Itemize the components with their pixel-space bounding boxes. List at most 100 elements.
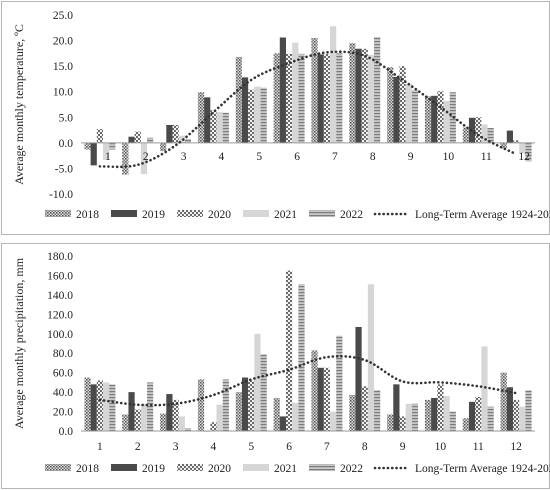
bar-2021-m11 (481, 346, 488, 431)
bar-2021-m2 (140, 403, 148, 431)
x-category-label: 2 (143, 151, 149, 163)
temperature-chart: -10.0 -5.0 0.0 5.0 10.0 15.0 20.0 25.0 Average m… (12, 10, 550, 221)
bar-2021-m11 (481, 124, 488, 143)
y-tick-label: 120.0 (47, 309, 73, 321)
bar-2019-m2 (128, 136, 135, 143)
bar-2020-m4 (210, 110, 217, 143)
y-tick-label: 100.0 (47, 329, 73, 341)
bar-2022-m1 (109, 384, 116, 431)
y-tick-label: 20.0 (53, 36, 73, 48)
bar-2021-m5 (254, 333, 261, 431)
y-tick-label: 60.0 (53, 368, 73, 380)
bar-2020-m3 (172, 124, 179, 143)
y-tick-label: 20.0 (53, 407, 73, 419)
bar-2019-m9 (393, 76, 400, 143)
y-tick-label: 10.0 (53, 87, 73, 99)
x-category-label: 12 (518, 151, 530, 163)
bar-2019-m7 (317, 54, 324, 143)
legend-swatch-2022 (309, 210, 335, 217)
x-category-label: 8 (362, 441, 368, 453)
bar-2021-m10 (443, 100, 450, 143)
bar-2018-m4 (197, 92, 205, 143)
bar-2020-m9 (399, 66, 406, 143)
bar-2022-m7 (336, 53, 343, 143)
bar-2019-m5 (241, 77, 249, 143)
legend-label: Long-Term Average 1924-2022 (415, 209, 550, 221)
x-category-label: 3 (173, 441, 179, 453)
legend-label: 2020 (208, 209, 231, 221)
bar-2021-m6 (292, 42, 299, 143)
bar-2020-m1 (96, 380, 104, 431)
y-tick-label: 5.0 (59, 112, 74, 124)
legend-label: 2020 (208, 463, 231, 475)
bar-2018-m8 (349, 43, 356, 143)
bar-2020-m7 (323, 367, 331, 431)
bar-2018-m3 (160, 142, 167, 152)
legend-swatch-2018 (45, 210, 71, 217)
bar-2018-m6 (273, 53, 280, 143)
legend-label: 2019 (142, 209, 165, 221)
bar-2019-m5 (241, 377, 249, 431)
bar-2021-m9 (405, 84, 412, 143)
bar-2018-m11 (462, 127, 469, 143)
x-category-label: 9 (408, 151, 414, 163)
legend-swatch-2019 (111, 464, 137, 471)
long-term-average-line (98, 354, 518, 407)
x-category-label: 3 (181, 151, 187, 163)
y-tick-label: 0.0 (59, 426, 74, 438)
bar-2020-m5 (248, 380, 255, 431)
bar-2021-m8 (367, 54, 375, 143)
y-tick-label: 15.0 (53, 61, 73, 73)
bar-2018-m2 (122, 142, 129, 175)
y-axis-title: Average monthly precipitation, mm (12, 257, 26, 429)
bar-2022-m9 (411, 403, 419, 431)
bar-2022-m4 (222, 379, 229, 431)
bar-2020-m9 (399, 416, 406, 431)
bar-2022-m2 (147, 382, 154, 431)
x-category-label: 10 (435, 441, 447, 453)
bar-2021-m10 (443, 396, 450, 431)
x-category-label: 6 (294, 151, 300, 163)
x-category-label: 8 (370, 151, 376, 163)
x-category-label: 5 (256, 151, 262, 163)
bar-2022-m12 (525, 390, 532, 431)
x-category-label: 1 (105, 151, 111, 163)
bar-2021-m12 (519, 142, 526, 154)
bar-2018-m11 (462, 418, 469, 431)
long-term-average-line (98, 50, 518, 169)
bar-2019-m8 (355, 48, 362, 143)
bar-2022-m11 (487, 406, 494, 431)
legend-swatch-2020 (177, 464, 203, 471)
bar-2022-m3 (184, 428, 192, 431)
bar-2018-m1 (84, 142, 91, 150)
x-category-label: 11 (481, 151, 492, 163)
bar-2018-m8 (349, 395, 356, 431)
bar-2020-m6 (285, 270, 293, 431)
x-category-label: 7 (332, 151, 338, 163)
bar-2020-m4 (210, 422, 217, 431)
bar-2022-m5 (260, 354, 267, 431)
bar-2019-m11 (468, 401, 476, 431)
y-tick-label: -10.0 (49, 189, 73, 201)
bar-2019-m7 (317, 367, 324, 431)
bar-2018-m7 (311, 350, 318, 431)
bar-2019-m6 (279, 37, 286, 143)
bar-2020-m8 (361, 48, 368, 143)
bar-2020-m11 (475, 396, 482, 431)
legend-label: 2018 (76, 463, 99, 475)
y-tick-label: 0.0 (59, 138, 74, 150)
legend-label: 2022 (340, 463, 363, 475)
bar-2020-m6 (285, 53, 293, 143)
temperature-chart-panel: -10.0 -5.0 0.0 5.0 10.0 15.0 20.0 25.0 Average m… (1, 1, 550, 235)
bar-2019-m3 (166, 394, 173, 431)
bar-2021-m7 (330, 26, 337, 143)
bar-2022-m11 (487, 128, 494, 143)
x-category-label: 11 (473, 441, 484, 453)
precipitation-chart-panel: 0.0 20.0 40.0 60.0 80.0 100.0 120.0 140.0 160.0 1… (1, 243, 550, 489)
bar-2020-m3 (172, 399, 179, 431)
legend-label: Long-Term Average 1924-2022 (415, 463, 550, 475)
bar-2018-m5 (235, 392, 242, 431)
bar-2018-m4 (197, 379, 205, 431)
bar-2020-m7 (323, 53, 331, 143)
bar-2020-m2 (134, 131, 141, 143)
